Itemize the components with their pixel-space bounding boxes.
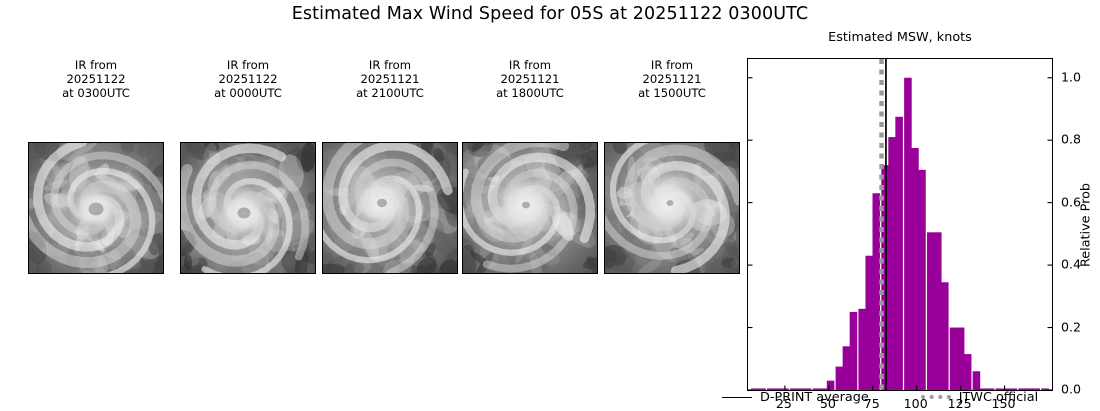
histogram-bar bbox=[986, 388, 995, 390]
histogram-bar bbox=[895, 116, 903, 390]
y-axis-tick-label: 0.2 bbox=[1061, 319, 1082, 335]
histogram-bar bbox=[842, 346, 851, 390]
panel-caption: IR from 20251121 at 1500UTC bbox=[638, 58, 706, 101]
histogram-bar bbox=[926, 232, 935, 390]
ir-cloud-imagery bbox=[463, 143, 597, 273]
satellite-panel-row: IR from 20251122 at 0300UTC IR from 20251… bbox=[0, 58, 740, 278]
histogram-bar bbox=[949, 327, 958, 390]
y-axis-label: Relative Prob bbox=[1077, 58, 1095, 391]
histogram-bar bbox=[1032, 388, 1040, 390]
histogram-bar bbox=[1018, 388, 1026, 390]
ir-panel-20251121-1500utc: IR from 20251121 at 1500UTC bbox=[604, 58, 740, 274]
histogram-bar bbox=[963, 354, 972, 390]
panel-caption: IR from 20251121 at 2100UTC bbox=[356, 58, 424, 101]
ir-satellite-image bbox=[322, 142, 458, 274]
ir-panel-20251122-0300utc: IR from 20251122 at 0300UTC bbox=[28, 58, 164, 274]
ir-panel-20251122-0000utc: IR from 20251122 at 0000UTC bbox=[180, 58, 316, 274]
x-axis-tick-label: 75 bbox=[863, 396, 880, 411]
histogram-bar bbox=[904, 77, 912, 390]
histogram-bar bbox=[979, 388, 988, 390]
histogram-bar bbox=[751, 388, 759, 390]
ir-panel-20251121-1800utc: IR from 20251121 at 1800UTC bbox=[462, 58, 598, 274]
ir-cloud-imagery bbox=[29, 143, 163, 273]
histogram-bar bbox=[1025, 388, 1033, 390]
ir-satellite-image bbox=[462, 142, 598, 274]
y-axis-tick-label: 0.0 bbox=[1061, 381, 1082, 397]
legend-label-jtwc: JTWC official bbox=[958, 389, 1039, 405]
histogram-bar bbox=[758, 388, 766, 390]
x-axis-tick-label: 100 bbox=[903, 396, 928, 411]
histogram-bar bbox=[767, 388, 775, 390]
legend-label-dprint: D-PRINT average bbox=[760, 389, 869, 405]
histogram-bar bbox=[911, 148, 919, 390]
ir-satellite-image bbox=[180, 142, 316, 274]
histogram-bar bbox=[789, 388, 798, 390]
histogram-bar bbox=[888, 137, 896, 390]
y-axis-tick-label: 0.4 bbox=[1061, 256, 1082, 272]
histogram-bar bbox=[1009, 388, 1018, 390]
histogram-bar bbox=[803, 388, 812, 390]
histogram-bar bbox=[812, 388, 821, 390]
histogram-bar bbox=[796, 388, 805, 390]
legend-entry-dprint: D-PRINT average bbox=[722, 390, 869, 405]
histogram-block: Estimated MSW, knots Relative Prob 25 50 7… bbox=[745, 30, 1100, 411]
ir-panel-20251121-2100utc: IR from 20251121 at 2100UTC bbox=[322, 58, 458, 274]
legend-entry-jtwc: JTWC official bbox=[920, 389, 1039, 405]
histogram-bar bbox=[972, 371, 981, 390]
histogram-bar bbox=[835, 366, 844, 390]
chart-legend: D-PRINT average JTWC official bbox=[722, 386, 1100, 408]
y-axis-tick-label: 1.0 bbox=[1061, 69, 1082, 85]
page-title: Estimated Max Wind Speed for 05S at 2025… bbox=[291, 4, 809, 24]
histogram-bar bbox=[1041, 388, 1049, 390]
histogram-bars bbox=[751, 77, 1049, 390]
ir-satellite-image bbox=[28, 142, 164, 274]
histogram-bar bbox=[826, 380, 835, 390]
histogram-bar bbox=[881, 165, 889, 390]
panel-caption: IR from 20251121 at 1800UTC bbox=[496, 58, 564, 101]
y-axis-tick-label: 0.6 bbox=[1061, 194, 1082, 210]
ir-satellite-image bbox=[604, 142, 740, 274]
histogram-bar bbox=[1002, 388, 1011, 390]
histogram-bar bbox=[995, 388, 1004, 390]
histogram-bar bbox=[918, 169, 926, 390]
x-axis-tick-label: 25 bbox=[775, 396, 792, 411]
panel-caption: IR from 20251122 at 0000UTC bbox=[214, 58, 282, 101]
histogram-bar bbox=[819, 388, 828, 390]
x-axis-tick-label: 50 bbox=[819, 396, 836, 411]
histogram-plot bbox=[748, 59, 1052, 390]
ir-cloud-imagery bbox=[181, 143, 315, 273]
histogram-bar bbox=[941, 282, 949, 390]
histogram-bar bbox=[956, 327, 965, 390]
chart-title: Estimated MSW, knots bbox=[828, 30, 972, 45]
histogram-axes bbox=[747, 58, 1053, 391]
ir-cloud-imagery bbox=[605, 143, 739, 273]
histogram-bar bbox=[934, 232, 942, 390]
histogram-bar bbox=[872, 193, 881, 390]
y-axis-tick-label: 0.8 bbox=[1061, 131, 1082, 147]
solid-line-icon bbox=[722, 396, 752, 398]
x-axis-tick-label: 125 bbox=[947, 396, 972, 411]
histogram-bar bbox=[849, 311, 858, 390]
panel-caption: IR from 20251122 at 0300UTC bbox=[62, 58, 130, 101]
x-axis-tick-label: 150 bbox=[991, 396, 1016, 411]
histogram-bar bbox=[774, 388, 782, 390]
histogram-bar bbox=[858, 308, 866, 390]
histogram-bar bbox=[865, 255, 874, 390]
ir-cloud-imagery bbox=[323, 143, 457, 273]
dotted-line-icon bbox=[920, 395, 951, 399]
